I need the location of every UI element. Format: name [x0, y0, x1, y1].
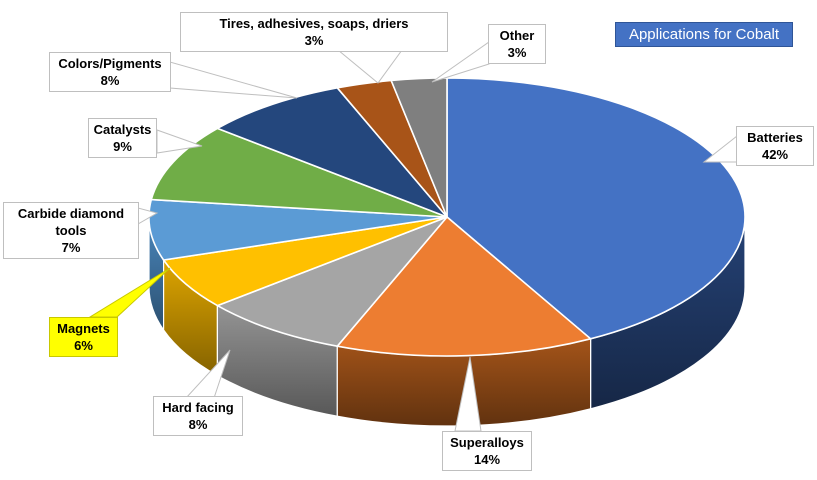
label-box-tires-adhesives-soaps-driers: Tires, adhesives, soaps, driers 3% [180, 12, 448, 52]
label-text: Tires, adhesives, soaps, driers [219, 16, 409, 31]
callout-batteries [702, 134, 738, 163]
pie-slice-batteries [446, 77, 746, 340]
label-pct: 7% [61, 240, 81, 255]
pie-slice-superalloys [336, 216, 592, 357]
label-pct: 8% [188, 417, 208, 432]
pie-slice-colors-pigments [216, 87, 448, 218]
label-box-colors-pigments: Colors/Pigments 8% [49, 52, 171, 92]
callout-tires-adhesives-soaps-driers [336, 49, 403, 84]
pie-slice-catalysts [150, 127, 448, 218]
pie-slice-other [390, 77, 448, 218]
label-text: Catalysts [93, 122, 152, 137]
label-box-catalysts: Catalysts 9% [88, 118, 157, 158]
label-pct: 3% [507, 45, 527, 60]
label-text: Magnets [57, 321, 110, 336]
label-pct: 42% [761, 147, 789, 162]
pie-slice-carbide-diamond-tools [148, 198, 448, 261]
chart-title: Applications for Cobalt [615, 22, 793, 47]
label-box-batteries: Batteries 42% [736, 126, 814, 166]
callout-colors-pigments [169, 61, 298, 99]
callout-catalysts [156, 129, 203, 154]
label-pct: 6% [74, 338, 93, 353]
label-box-hard-facing: Hard facing 8% [153, 396, 243, 436]
label-text: Other [499, 28, 535, 43]
label-text: Batteries [747, 130, 803, 145]
label-box-superalloys: Superalloys 14% [442, 431, 532, 471]
label-text: Carbide diamond tools [17, 206, 125, 238]
label-text: Colors/Pigments [58, 56, 162, 71]
pie-slice-hard-facing [216, 216, 448, 347]
pie-slices-group [148, 77, 746, 427]
label-box-other: Other 3% [488, 24, 546, 64]
label-box-magnets: Magnets 6% [49, 317, 118, 357]
label-text: Hard facing [162, 400, 234, 415]
label-pct: 14% [473, 452, 501, 467]
label-pct: 3% [304, 33, 324, 48]
label-pct: 8% [100, 73, 120, 88]
label-pct: 9% [113, 139, 132, 154]
label-box-carbide-diamond-tools: Carbide diamond tools 7% [3, 202, 139, 259]
label-text: Superalloys [450, 435, 524, 450]
